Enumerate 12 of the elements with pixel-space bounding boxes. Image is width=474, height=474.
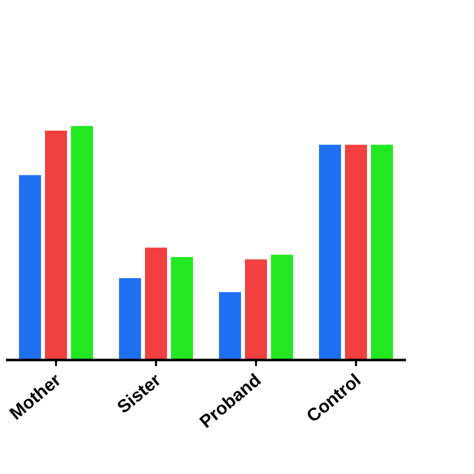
bar — [345, 144, 367, 360]
bar — [245, 259, 267, 360]
bar — [145, 248, 167, 360]
bar — [371, 144, 393, 360]
bar — [219, 292, 241, 360]
bar — [45, 130, 67, 360]
bar — [171, 257, 193, 360]
bar — [71, 126, 93, 360]
bar — [19, 175, 41, 360]
bar — [319, 144, 341, 360]
bar — [271, 254, 293, 360]
bar — [119, 278, 141, 360]
